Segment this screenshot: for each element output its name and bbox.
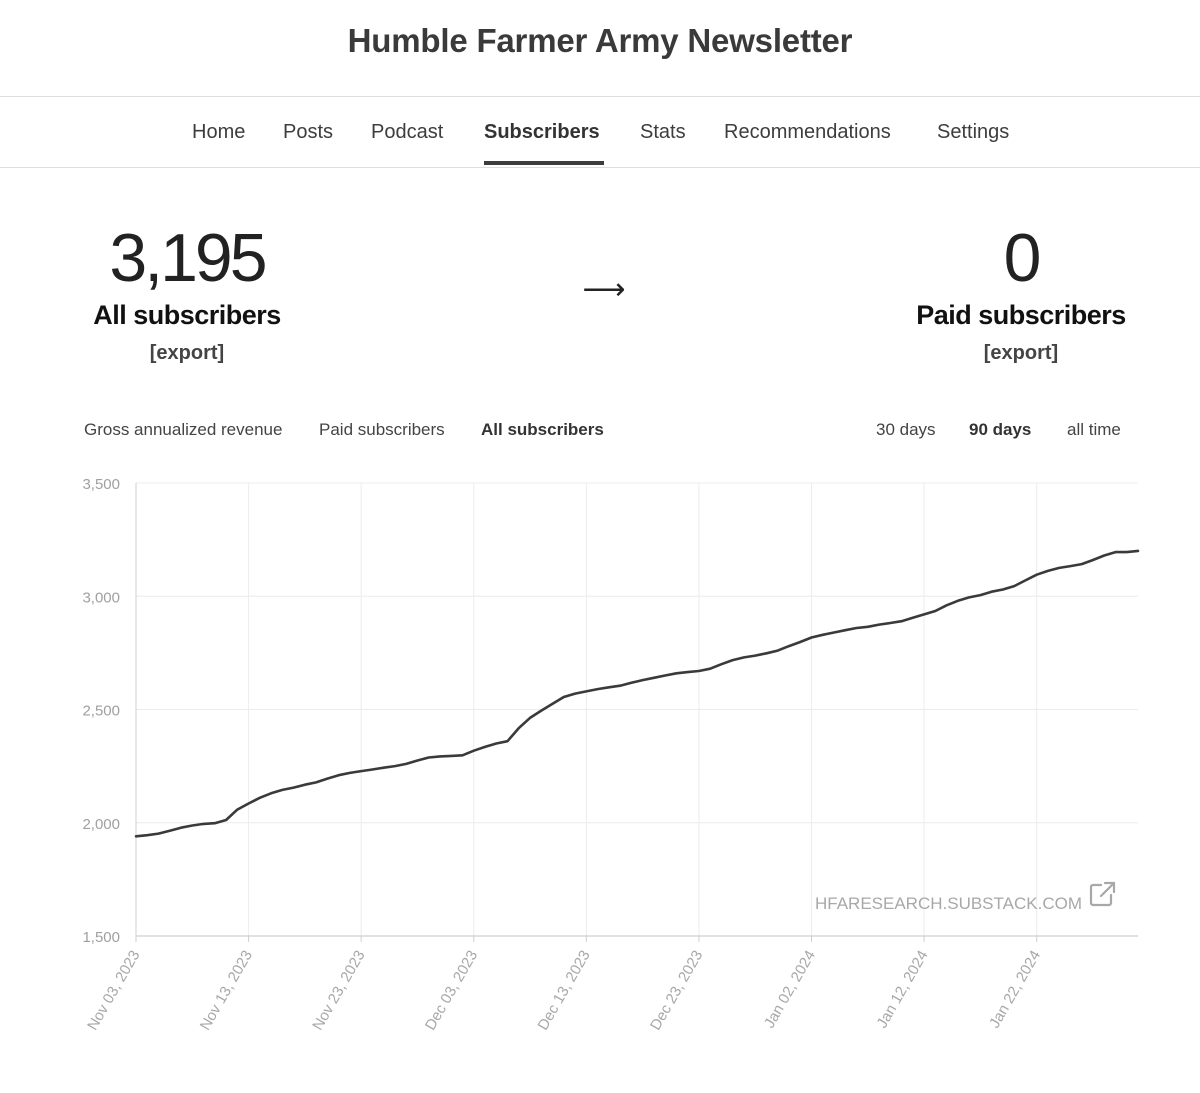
active-tab-indicator — [484, 161, 604, 165]
y-tick-label: 1,500 — [82, 929, 120, 946]
paid-subscribers-label: Paid subscribers — [916, 300, 1126, 330]
chart-gridlines — [135, 482, 1138, 937]
y-tick-label: 2,000 — [82, 816, 120, 833]
x-tick-label: Nov 13, 2023 — [197, 948, 256, 1034]
y-tick-label: 2,500 — [82, 703, 120, 720]
watermark: HFARESEARCH.SUBSTACK.COM — [815, 881, 1116, 913]
nav-posts[interactable]: Posts — [283, 121, 334, 143]
x-tick-label: Jan 12, 2024 — [873, 948, 931, 1032]
site-title[interactable]: Humble Farmer Army Newsletter — [347, 22, 853, 59]
x-tick-label: Nov 03, 2023 — [84, 948, 143, 1034]
nav-recommendations[interactable]: Recommendations — [724, 121, 891, 143]
tab-gross-annualized-revenue[interactable]: Gross annualized revenue — [84, 420, 283, 439]
y-tick-label: 3,000 — [82, 589, 120, 606]
x-axis-ticks: Nov 03, 2023 Nov 13, 2023 Nov 23, 2023 Dec … — [84, 948, 1044, 1034]
nav-subscribers[interactable]: Subscribers — [484, 121, 600, 143]
chart-axes — [135, 483, 1138, 942]
x-tick-label: Nov 23, 2023 — [309, 948, 368, 1034]
site-header: Humble Farmer Army Newsletter — [0, 0, 1200, 97]
range-all-time[interactable]: all time — [1067, 420, 1121, 439]
all-subscribers-label: All subscribers — [93, 300, 281, 330]
arrow-right-icon: ⟶ — [582, 273, 626, 306]
nav-podcast[interactable]: Podcast — [371, 121, 444, 143]
x-tick-label: Jan 22, 2024 — [986, 948, 1044, 1032]
tab-paid-subscribers[interactable]: Paid subscribers — [319, 420, 445, 439]
nav-home[interactable]: Home — [192, 121, 246, 143]
y-tick-label: 3,500 — [82, 476, 120, 493]
paid-subscribers-count: 0 — [1003, 220, 1042, 296]
watermark-text: HFARESEARCH.SUBSTACK.COM — [815, 894, 1082, 913]
x-tick-label: Dec 03, 2023 — [422, 948, 481, 1034]
nav-stats[interactable]: Stats — [640, 121, 686, 143]
nav-settings[interactable]: Settings — [937, 121, 1010, 143]
all-subscribers-count: 3,195 — [109, 220, 267, 296]
x-tick-label: Dec 23, 2023 — [647, 948, 706, 1034]
range-30-days[interactable]: 30 days — [876, 420, 936, 439]
all-subscribers-series-line — [134, 549, 1140, 838]
paid-subscribers-stat: 0 Paid subscribers [export] — [891, 218, 1151, 368]
main-nav: Home Posts Podcast Subscribers Stats Rec… — [0, 97, 1200, 168]
tab-all-subscribers[interactable]: All subscribers — [481, 420, 604, 439]
range-90-days[interactable]: 90 days — [969, 420, 1032, 439]
paid-subscribers-export-link[interactable]: [export] — [983, 342, 1059, 364]
external-link-icon[interactable] — [1089, 881, 1116, 907]
all-subscribers-stat: 3,195 All subscribers [export] — [60, 218, 314, 368]
y-axis-ticks: 1,500 2,000 2,500 3,000 3,500 — [82, 476, 120, 946]
x-tick-label: Jan 02, 2024 — [761, 948, 819, 1032]
x-tick-label: Dec 13, 2023 — [534, 948, 593, 1034]
all-subscribers-export-link[interactable]: [export] — [149, 342, 225, 364]
